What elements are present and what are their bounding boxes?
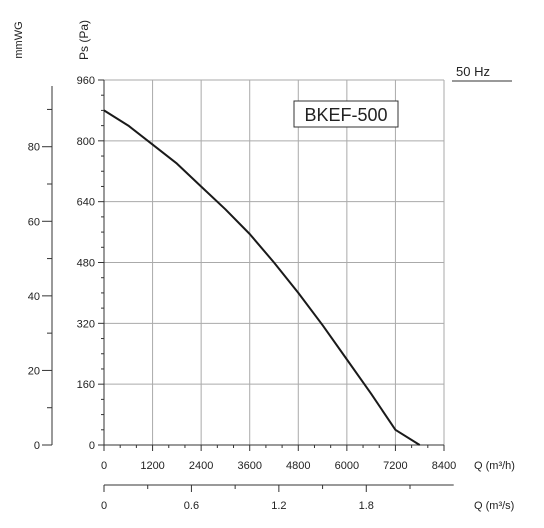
x-tick-label: 1200	[140, 460, 164, 472]
x-tick-label: 0	[101, 460, 107, 472]
m3s-tick-label: 0.6	[184, 500, 199, 512]
y-tick-label: 800	[77, 136, 95, 148]
mmwg-tick-label: 0	[34, 440, 40, 452]
m3s-tick-label: 0	[101, 500, 107, 512]
frequency-label: 50 Hz	[456, 64, 490, 79]
labels: Ps (Pa) mmWG Q (m³/h) Q (m³/s) 50 Hz BKE…	[13, 20, 515, 512]
x-tick-label: 4800	[286, 460, 310, 472]
y-tick-label: 480	[77, 258, 95, 270]
x-tick-label: 8400	[432, 460, 456, 472]
chart-title: BKEF-500	[304, 105, 387, 125]
x-axis-label-m3h: Q (m³/h)	[474, 460, 515, 472]
x-axis-label-m3s: Q (m³/s)	[474, 500, 514, 512]
y-tick-label: 0	[89, 440, 95, 452]
mmwg-tick-label: 40	[28, 291, 40, 303]
y-axis-label-mmwg: mmWG	[13, 21, 25, 58]
y-tick-label: 160	[77, 379, 95, 391]
x-tick-label: 2400	[189, 460, 213, 472]
series-line	[103, 109, 421, 446]
grid	[104, 79, 445, 445]
y-axis-label-pa: Ps (Pa)	[77, 20, 91, 60]
x-tick-label: 3600	[237, 460, 261, 472]
y-tick-label: 960	[77, 75, 95, 87]
mmwg-tick-label: 60	[28, 216, 40, 228]
title-box	[293, 100, 399, 128]
y-tick-label: 640	[77, 197, 95, 209]
series-group	[103, 109, 421, 446]
m3s-tick-label: 1.8	[359, 500, 374, 512]
y-tick-label: 320	[77, 318, 95, 330]
m3s-tick-label: 1.2	[271, 500, 286, 512]
x-tick-label: 7200	[383, 460, 407, 472]
mmwg-tick-label: 80	[28, 142, 40, 154]
x-tick-label: 6000	[335, 460, 359, 472]
mmwg-tick-label: 20	[28, 365, 40, 377]
